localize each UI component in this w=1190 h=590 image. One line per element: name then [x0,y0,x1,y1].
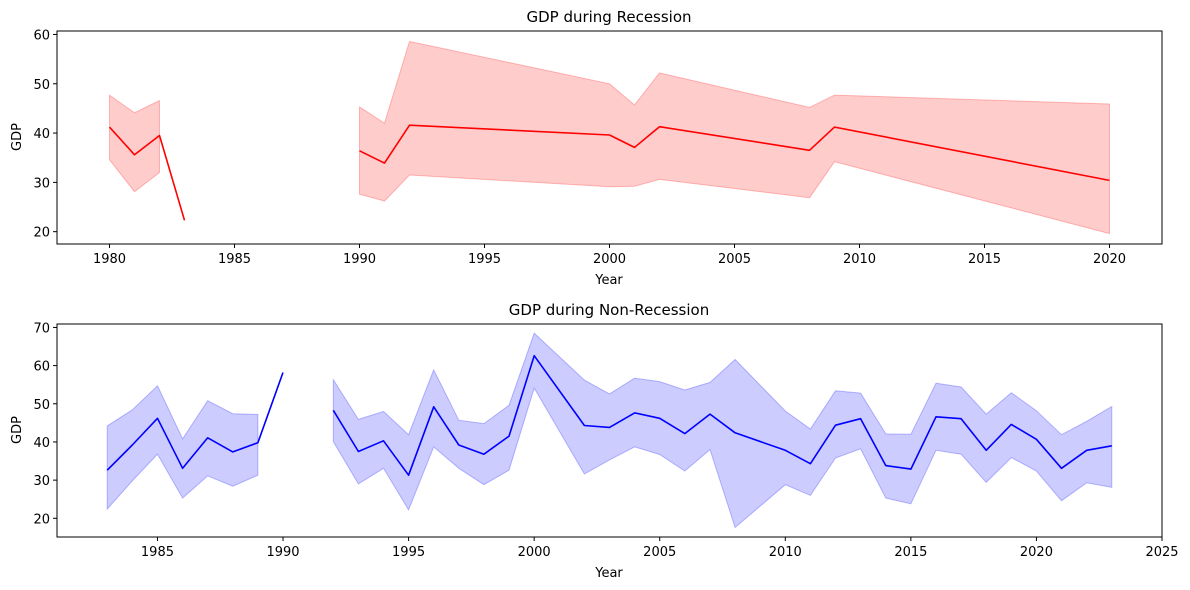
x-tick-label: 2015 [968,252,1001,267]
chart-title: GDP during Non-Recession [509,301,709,319]
chart-panel-non-recession: GDP during Non-Recession 1985 1990 1995 200… [10,301,1179,581]
x-axis-ticks: 1985 1990 1995 2000 2005 2010 2015 2020 2025 [141,537,1179,560]
confidence-band [106,384,259,511]
x-tick-label: 1980 [93,252,126,267]
x-axis-ticks: 1980 1985 1990 1995 2000 2005 2010 2015 2020 [93,244,1126,267]
series-line [106,372,284,471]
y-tick-label: 40 [33,436,50,451]
y-axis-label: GDP [10,416,25,444]
x-axis-label: Year [594,566,623,581]
x-tick-label: 2010 [843,252,876,267]
y-axis-ticks: 20 30 40 50 60 [33,28,57,241]
series-line [332,354,1112,476]
x-tick-label: 1995 [468,252,501,267]
y-axis-label: GDP [10,123,25,151]
y-tick-label: 60 [33,360,50,375]
y-tick-label: 40 [33,127,50,142]
x-tick-label: 2020 [1093,252,1126,267]
y-tick-label: 20 [33,512,50,527]
chart-title: GDP during Recession [526,8,691,26]
x-tick-label: 2000 [518,545,551,560]
x-tick-label: 1990 [343,252,376,267]
y-tick-label: 70 [33,321,50,336]
y-tick-label: 30 [33,176,50,191]
x-axis-label: Year [594,273,623,288]
confidence-band [332,332,1113,529]
x-tick-label: 2025 [1145,545,1178,560]
series-line [359,124,1110,182]
x-tick-label: 1995 [392,545,425,560]
x-tick-label: 2005 [718,252,751,267]
x-tick-label: 1985 [218,252,251,267]
x-tick-label: 1985 [141,545,174,560]
x-tick-label: 1990 [266,545,299,560]
x-tick-label: 2010 [769,545,802,560]
y-tick-label: 30 [33,474,50,489]
confidence-band [359,40,1110,235]
y-tick-label: 20 [33,226,50,241]
chart-panel-recession: GDP during Recession 1980 1985 1990 1995 200… [10,8,1163,288]
y-tick-label: 50 [33,78,50,93]
axes-frame [56,323,1163,538]
y-axis-ticks: 20 30 40 50 60 70 [33,321,57,527]
series-line [108,126,186,221]
x-tick-label: 2020 [1020,545,1053,560]
y-tick-label: 50 [33,398,50,413]
plot-area [106,332,1113,529]
x-tick-label: 2015 [894,545,927,560]
plot-area [108,40,1110,235]
x-tick-label: 2000 [593,252,626,267]
confidence-band [109,94,160,193]
x-tick-label: 2005 [643,545,676,560]
y-tick-label: 60 [33,28,50,43]
